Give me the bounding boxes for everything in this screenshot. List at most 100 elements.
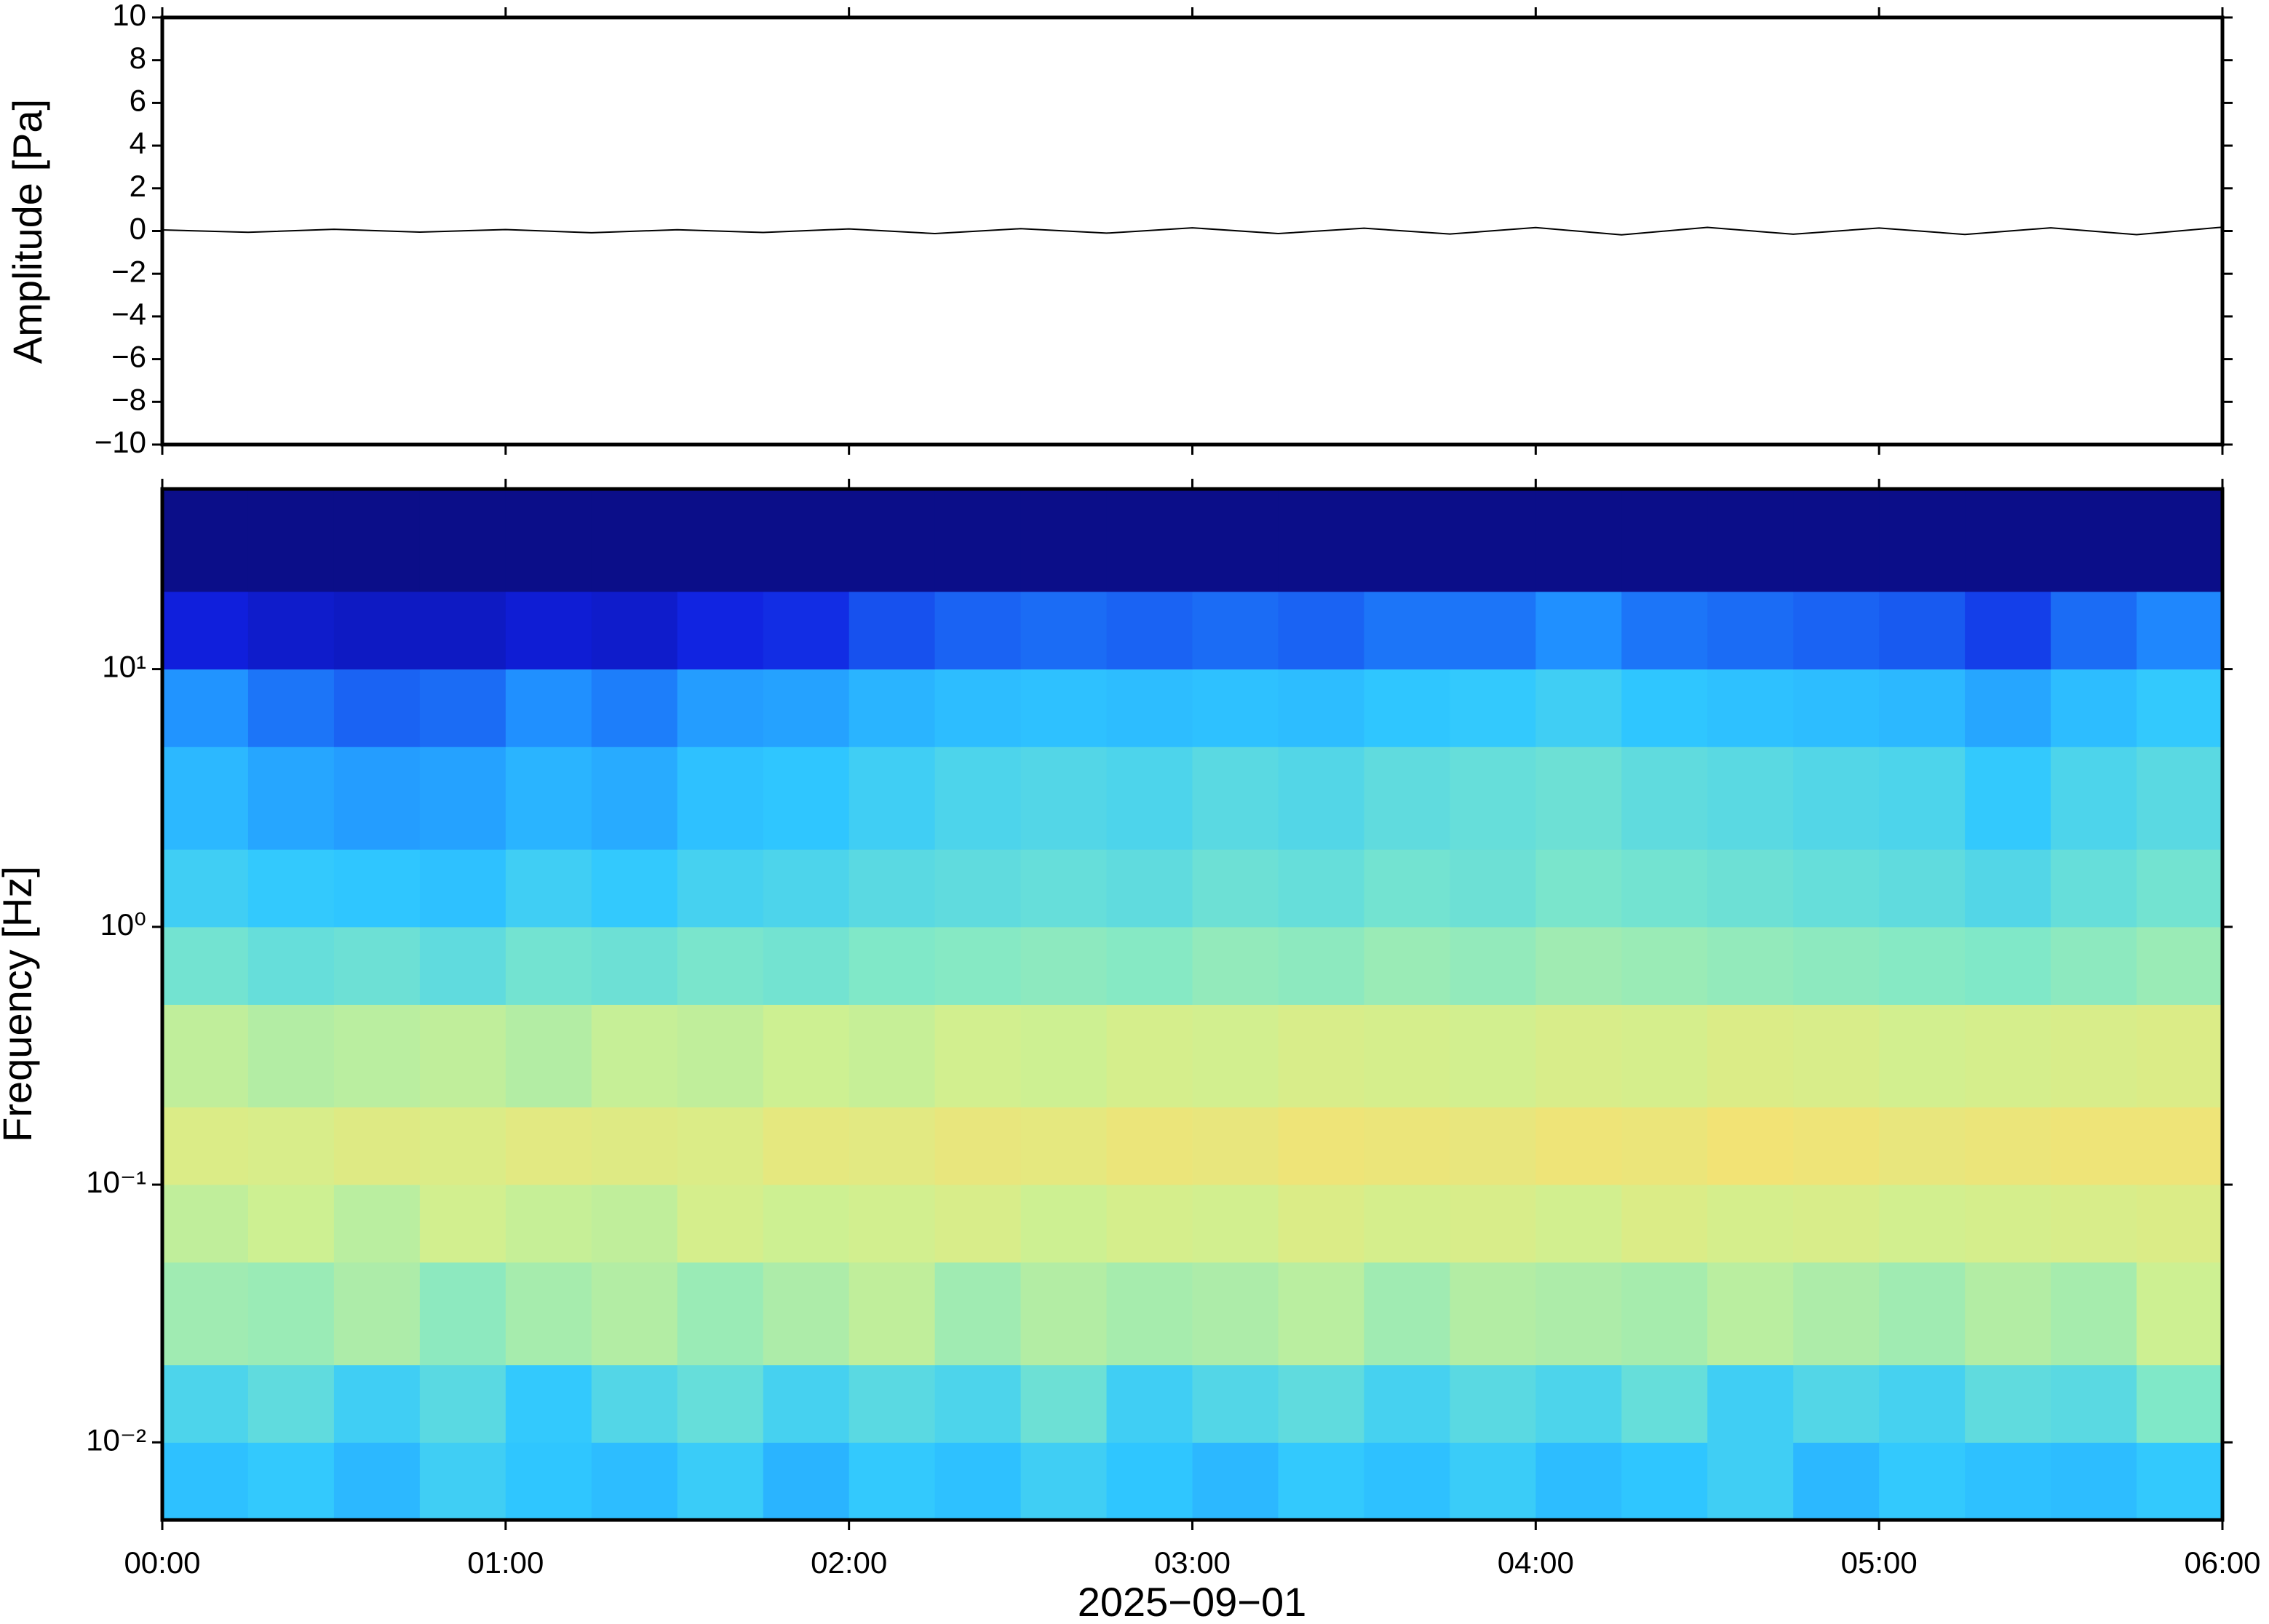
spectrogram-cell	[505, 489, 592, 592]
spectrogram-cell	[505, 1185, 592, 1263]
spectrogram-cell	[1965, 1107, 2051, 1185]
spectrogram-cell	[591, 489, 678, 592]
spectrogram-cell	[1450, 849, 1536, 928]
spectrogram-cell	[934, 747, 1022, 850]
spectrogram-cell	[1707, 1442, 1794, 1521]
y-tick-label: 10¹	[102, 650, 146, 684]
spectrogram-cell	[1450, 1185, 1536, 1263]
spectrogram-cell	[934, 1107, 1022, 1185]
y-tick-label: 10	[112, 0, 146, 32]
spectrogram-cell	[1535, 1185, 1622, 1263]
spectrogram-cell	[1535, 747, 1622, 850]
spectrogram-cell	[162, 1262, 249, 1366]
spectrogram-cell	[1192, 1442, 1279, 1521]
spectrogram-cell	[1707, 489, 1794, 592]
y-tick-label: −4	[111, 297, 146, 331]
spectrogram-cell	[1192, 1185, 1279, 1263]
spectrogram-cell	[1793, 1185, 1880, 1263]
spectrogram-cell	[247, 1442, 335, 1521]
spectrogram-cell	[763, 591, 850, 670]
spectrogram-cell	[1192, 747, 1279, 850]
spectrogram-cell	[1278, 669, 1364, 747]
spectrogram-cell	[934, 591, 1022, 670]
spectrogram-cell	[1106, 1262, 1193, 1366]
spectrogram-cell	[1450, 747, 1536, 850]
spectrogram-cell	[1106, 669, 1193, 747]
spectrogram-cell	[1965, 669, 2051, 747]
spectrogram-cell	[1707, 591, 1794, 670]
spectrogram-cell	[1450, 1107, 1536, 1185]
spectrogram-cell	[247, 1185, 335, 1263]
spectrogram-cell	[419, 489, 506, 592]
spectrogram-cell	[2051, 747, 2137, 850]
spectrogram-cell	[763, 849, 850, 928]
spectrogram-cell	[505, 1364, 592, 1443]
spectrogram-cell	[849, 669, 936, 747]
spectrogram-cell	[1621, 591, 1708, 670]
spectrogram-cell	[849, 1185, 936, 1263]
spectrogram-cell	[1020, 1262, 1108, 1366]
spectrogram-cell	[2051, 1442, 2137, 1521]
spectrogram-cell	[1364, 489, 1450, 592]
spectrogram-cell	[1106, 1004, 1193, 1107]
spectrogram-cell	[419, 1442, 506, 1521]
spectrogram-cell	[2137, 747, 2223, 850]
spectrogram-cell	[1965, 1364, 2051, 1443]
spectrogram-cell	[1621, 1107, 1708, 1185]
spectrogram-cell	[1278, 849, 1364, 928]
spectrogram-cell	[677, 1185, 764, 1263]
spectrogram-cell	[1278, 1442, 1364, 1521]
spectrogram-cell	[1707, 1185, 1794, 1263]
spectrogram-cell	[591, 926, 678, 1005]
spectrogram-cell	[1793, 1262, 1880, 1366]
spectrogram-cell	[849, 1364, 936, 1443]
y-tick-label: 8	[130, 41, 146, 75]
spectrogram-cell	[1278, 1107, 1364, 1185]
spectrogram-cell	[763, 1364, 850, 1443]
spectrogram-cell	[849, 1107, 936, 1185]
spectrogram-cell	[162, 849, 249, 928]
spectrogram-cell	[1278, 747, 1364, 850]
spectrogram-cell	[333, 489, 421, 592]
spectrogram-cell	[1879, 747, 1966, 850]
spectrogram-cell	[763, 926, 850, 1005]
spectrogram-cell	[1192, 1107, 1279, 1185]
spectrogram-cell	[591, 1004, 678, 1107]
spectrogram-cell	[1793, 849, 1880, 928]
spectrogram-cell	[2137, 849, 2223, 928]
y-tick-label: 10⁻²	[86, 1422, 146, 1457]
spectrogram-cell	[1192, 1262, 1279, 1366]
spectrogram-cell	[2137, 489, 2223, 592]
spectrogram-cell	[1793, 1364, 1880, 1443]
spectrogram-cell	[247, 591, 335, 670]
spectrogram-cell	[1535, 926, 1622, 1005]
spectrogram-cell	[2051, 591, 2137, 670]
spectrogram-cell	[1020, 489, 1108, 592]
spectrogram-cell	[1106, 591, 1193, 670]
spectrogram-cell	[1278, 489, 1364, 592]
spectrogram-cell	[763, 1442, 850, 1521]
spectrogram-cell	[1192, 669, 1279, 747]
spectrogram-cell	[677, 489, 764, 592]
spectrogram-cell	[2137, 1107, 2223, 1185]
spectrogram-cell	[1364, 1442, 1450, 1521]
spectrogram-cell	[591, 747, 678, 850]
spectrogram-cell	[2051, 926, 2137, 1005]
spectrogram-cell	[2137, 1442, 2223, 1521]
spectrogram-cell	[1535, 1004, 1622, 1107]
spectrogram-cell	[1106, 1185, 1193, 1263]
spectrogram-cell	[419, 1107, 506, 1185]
spectrogram-cell	[1535, 669, 1622, 747]
spectrogram-cell	[849, 1442, 936, 1521]
spectrogram-cell	[1278, 1262, 1364, 1366]
spectrogram-cell	[247, 747, 335, 850]
spectrogram-cell	[1879, 591, 1966, 670]
spectrogram-cell	[1450, 591, 1536, 670]
spectrogram-cell	[934, 1442, 1022, 1521]
plot-frame	[160, 15, 2225, 447]
spectrogram-cell	[2137, 591, 2223, 670]
spectrogram-cell	[505, 1442, 592, 1521]
spectrogram-cell	[1879, 1107, 1966, 1185]
spectrogram-cell	[1278, 926, 1364, 1005]
plot-frame	[160, 487, 2225, 1522]
